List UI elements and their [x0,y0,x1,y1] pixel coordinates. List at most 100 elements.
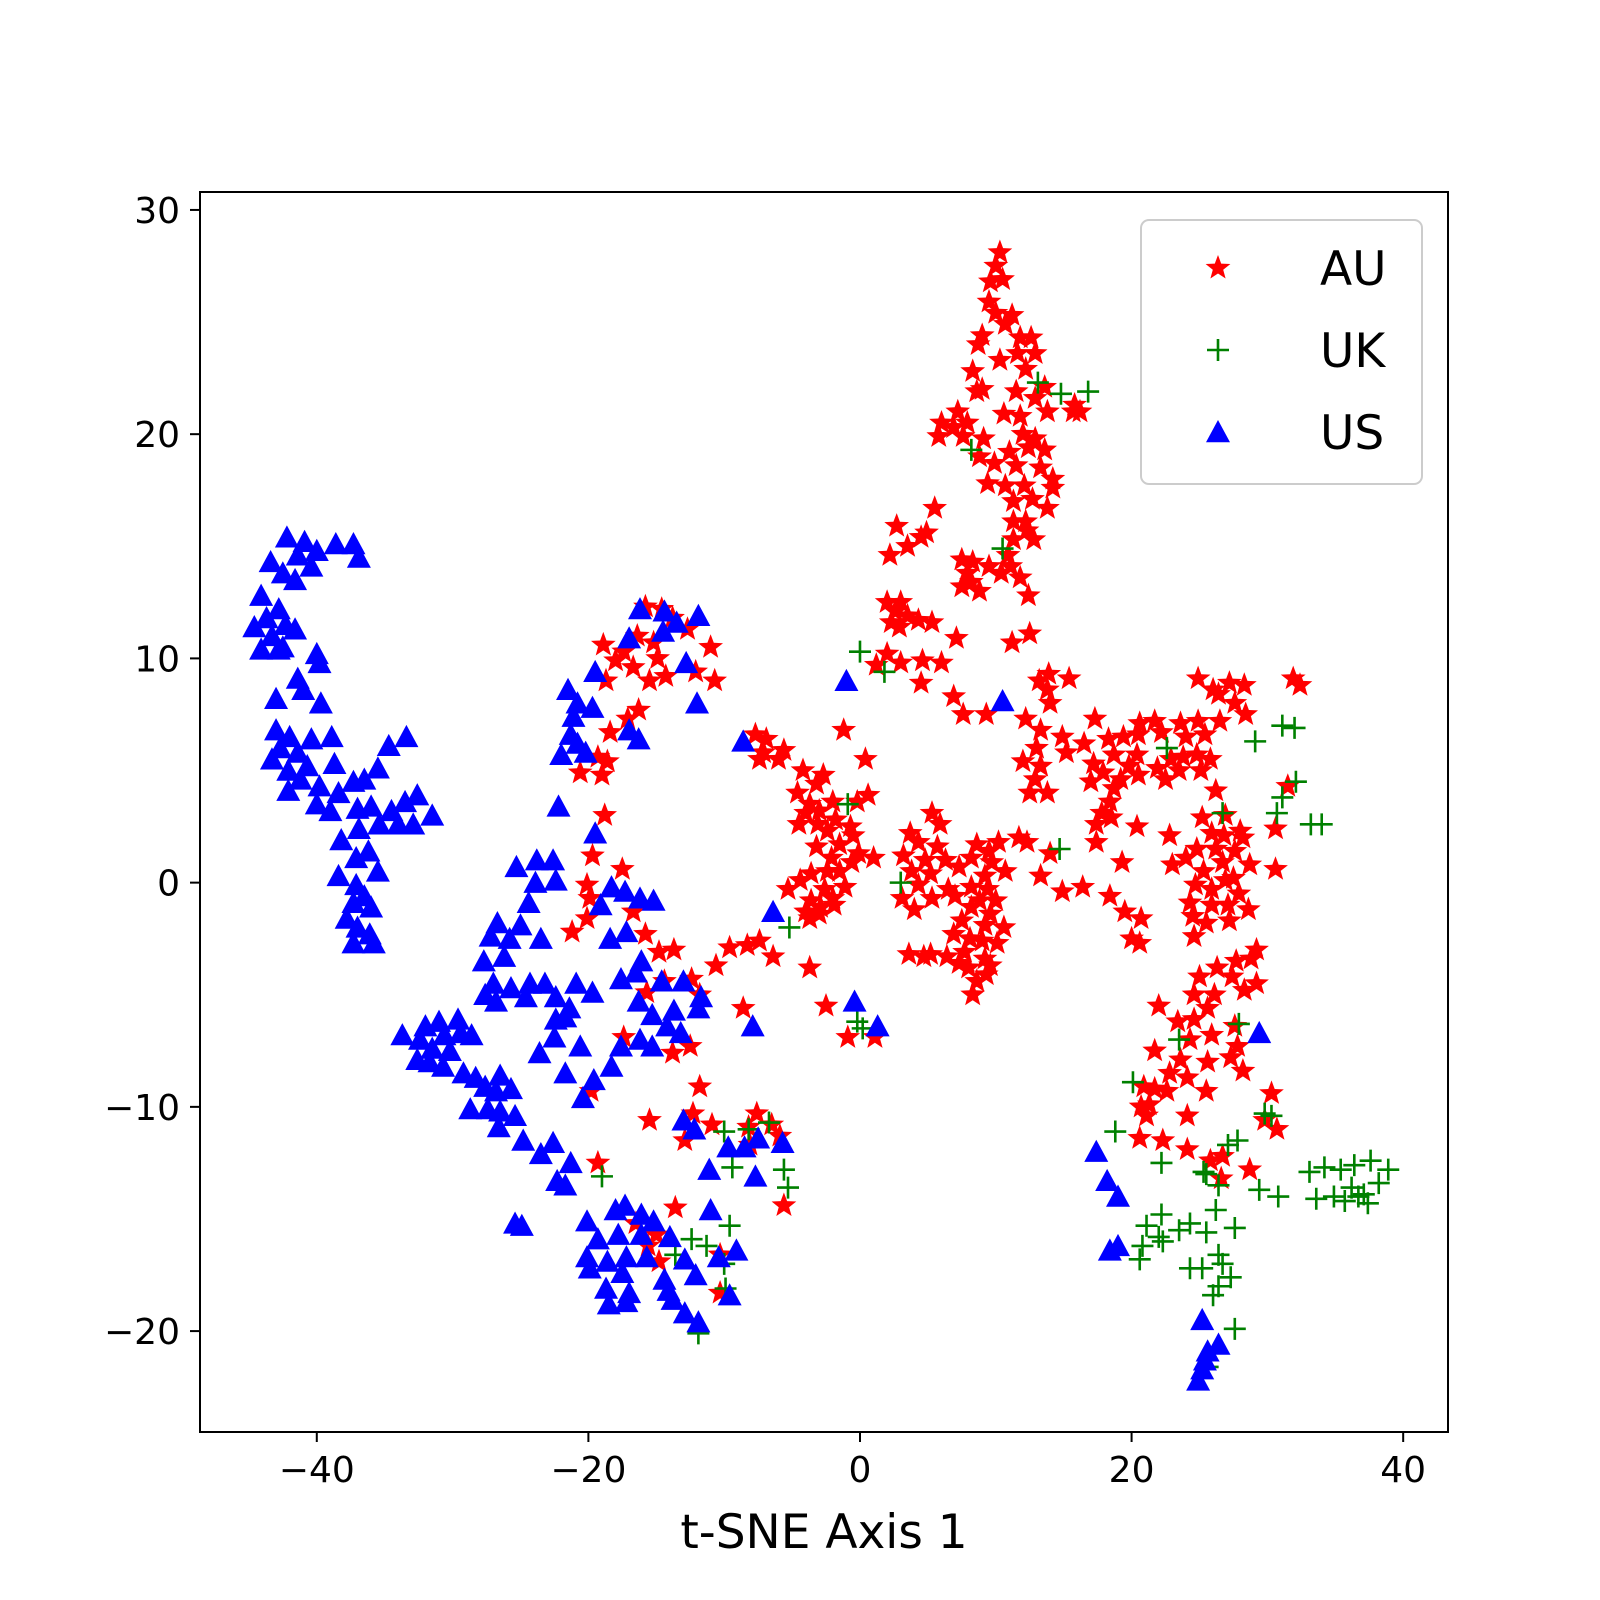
data-point-au [1001,508,1026,533]
data-point-au [1016,582,1041,607]
data-point-au [767,1123,793,1147]
data-point-us [326,780,351,804]
data-point-au [896,941,922,965]
data-point-au [995,542,1021,566]
data-point-au [1275,773,1301,797]
data-point-au [610,856,635,880]
data-point-au [806,901,832,925]
data-point-au [1219,963,1245,988]
data-point-au [805,811,831,835]
data-point-us [553,1173,578,1196]
data-point-au [1181,981,1207,1006]
data-point-au [643,1221,669,1246]
data-point-uk [1223,1216,1246,1239]
data-point-au [1124,813,1150,838]
data-point-us [649,969,674,992]
data-point-au [918,860,943,885]
data-point-us [770,1130,795,1153]
data-point-au [888,649,914,674]
data-point-us [698,1198,723,1221]
data-point-us [393,789,418,813]
data-point-au [1111,723,1136,748]
data-point-au [1259,1080,1284,1104]
data-point-au [827,831,852,855]
data-point-au [991,401,1017,425]
data-point-us [553,1061,578,1084]
data-point-au [979,849,1005,873]
data-point-au [1097,788,1123,813]
data-point-au [1001,488,1026,512]
data-point-au [585,744,611,768]
data-point-us [516,890,541,914]
data-point-uk [1128,1248,1151,1271]
data-point-au [567,759,593,784]
data-point-au [786,811,812,835]
data-point-uk [1192,1160,1215,1183]
data-point-au [1142,708,1167,732]
data-point-au [1028,717,1053,741]
data-point-au [950,423,976,447]
data-point-au [1127,930,1153,954]
data-point-au [922,495,947,519]
legend-marker-au [1205,255,1231,279]
data-point-au [967,578,992,602]
data-point-au [861,845,886,869]
data-point-au [838,813,863,838]
data-point-au [906,871,931,896]
data-point-au [1198,746,1223,770]
data-point-au [1014,829,1040,853]
data-point-us [717,1283,742,1306]
data-point-au [1168,1046,1193,1071]
data-point-us [583,821,608,844]
data-point-au [839,849,865,873]
data-point-au [1010,748,1036,773]
data-point-au [1203,777,1229,802]
data-point-us [541,1130,566,1153]
x-tick-label: 20 [1109,1450,1155,1491]
data-point-au [959,894,984,918]
data-point-au [956,954,981,979]
data-point-us [346,545,371,568]
data-point-uk [1284,770,1307,793]
data-point-au [973,701,999,725]
data-point-au [1227,818,1253,842]
data-point-au [1119,925,1144,950]
data-point-uk [1207,1174,1230,1197]
data-point-us [596,1292,621,1315]
data-point-uk [1211,1252,1234,1275]
data-point-au [1181,923,1207,947]
data-point-uk [1227,1012,1250,1035]
data-point-us [277,724,302,748]
data-point-us [577,1256,602,1279]
data-point-us [266,597,291,620]
data-point-uk [1211,802,1234,825]
data-point-uk [991,537,1014,560]
legend-label-au: AU [1320,242,1387,297]
data-point-au [1071,730,1097,755]
data-point-au [574,905,600,929]
data-point-au [804,833,829,858]
data-point-au [895,533,920,557]
data-point-uk [1048,837,1071,860]
data-point-au [1032,374,1057,398]
data-point-au [906,829,931,853]
data-point-au [1050,878,1075,903]
data-point-au [941,921,967,945]
data-point-us [264,718,289,741]
data-point-au [1006,824,1032,849]
data-point-uk [1298,1160,1321,1183]
data-point-au [662,1194,688,1219]
y-tick-label: 30 [134,191,180,232]
data-point-us [304,792,329,815]
data-point-au [751,739,776,764]
data-point-au [976,838,1002,862]
data-point-au [972,862,998,887]
data-point-au [983,300,1009,324]
data-point-au [1154,1078,1180,1102]
data-point-au [1128,1093,1154,1118]
data-point-au [1236,896,1261,921]
data-point-au [978,268,1003,293]
data-point-us [834,668,859,692]
data-point-au [1185,665,1211,690]
